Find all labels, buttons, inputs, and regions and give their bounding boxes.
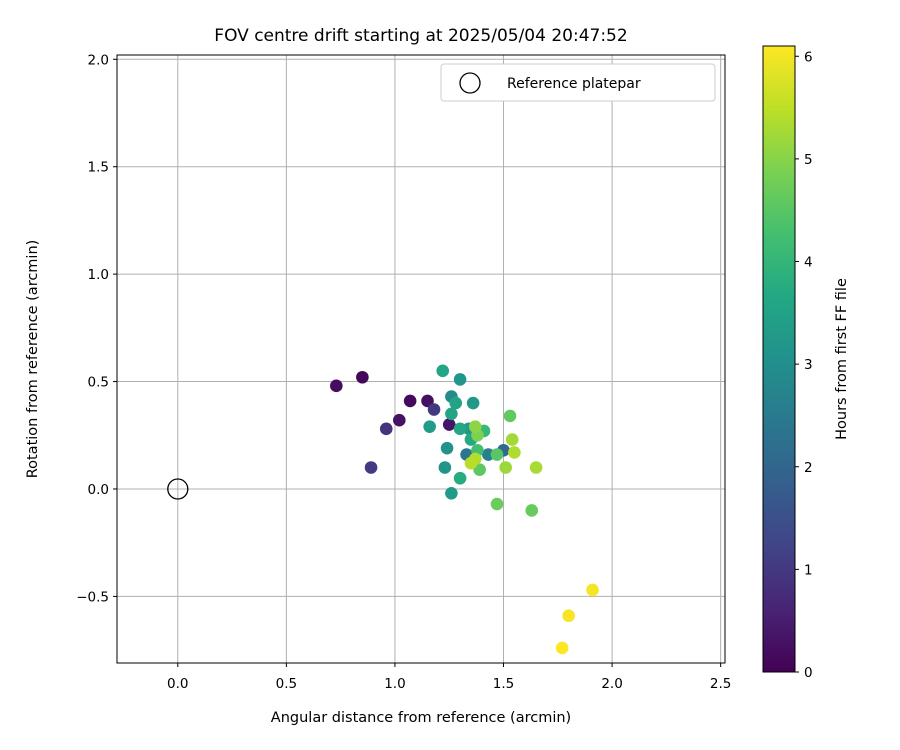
scatter-point: [392, 413, 406, 427]
grid-lines: [117, 55, 725, 663]
x-tick-label: 1.5: [493, 676, 514, 692]
scatter-point: [464, 456, 478, 470]
y-tick-label: 2.0: [88, 52, 109, 68]
scatter-point: [505, 433, 519, 446]
colorbar-tick-label: 5: [804, 152, 813, 168]
colorbar-tick-label: 3: [804, 357, 813, 373]
x-tick-label: 0.0: [167, 676, 188, 692]
plot-frame: [116, 54, 726, 664]
colorbar-tick-label: 1: [804, 562, 813, 578]
scatter-point: [445, 486, 458, 500]
scatter-point: [427, 403, 441, 416]
legend-box: [440, 63, 716, 102]
y-tick-label: 1.5: [88, 160, 109, 176]
scatter-point: [423, 420, 436, 433]
scatter-point: [364, 461, 378, 474]
scatter-point: [438, 461, 452, 474]
x-tick-label: 2.5: [710, 676, 731, 692]
scatter-point: [586, 583, 599, 597]
scatter-point: [482, 448, 495, 461]
colorbar-ticks: 0 1 2 3 4 5 6: [795, 49, 813, 681]
scatter-point: [403, 394, 417, 408]
scatter-point: [330, 379, 343, 393]
scatter-points: [330, 364, 599, 655]
colorbar-tick-label: 2: [804, 460, 813, 476]
colorbar-tick-label: 0: [804, 665, 813, 681]
scatter-point: [499, 461, 512, 474]
scatter-point: [453, 422, 467, 436]
scatter-point: [490, 448, 504, 461]
scatter-point: [453, 471, 467, 485]
scatter-point: [555, 641, 569, 655]
scatter-point: [473, 463, 486, 476]
scatter-point: [468, 420, 482, 433]
x-axis-ticks: 0.0 0.5 1.0 1.5 2.0 2.5: [167, 663, 731, 692]
y-axis-ticks: −0.5 0.0 0.5 1.0 1.5 2.0: [76, 52, 117, 605]
scatter-point: [490, 497, 504, 511]
x-tick-label: 1.0: [384, 676, 405, 692]
y-tick-label: 0.5: [88, 375, 109, 391]
scatter-point: [466, 396, 480, 410]
x-tick-label: 0.5: [276, 676, 297, 692]
y-axis-label: Rotation from reference (arcmin): [25, 240, 41, 479]
scatter-point: [503, 409, 517, 423]
y-tick-label: 1.0: [88, 267, 109, 283]
colorbar: 0 1 2 3 4 5 6 Hours from first FF file: [762, 45, 850, 681]
reference-point-marker: [167, 478, 189, 500]
chart-title: FOV centre drift starting at 2025/05/04 …: [214, 26, 627, 46]
scatter-point: [442, 418, 456, 431]
y-tick-label: −0.5: [76, 589, 109, 605]
colorbar-label: Hours from first FF file: [834, 278, 850, 440]
x-tick-label: 2.0: [601, 676, 622, 692]
y-tick-label: 0.0: [88, 482, 109, 498]
scatter-point: [356, 370, 369, 384]
scatter-point: [562, 609, 575, 623]
scatter-point: [529, 461, 543, 474]
scatter-point: [440, 441, 454, 455]
scatter-point: [436, 364, 450, 378]
legend-label: Reference platepar: [507, 76, 641, 92]
legend: Reference platepar: [440, 63, 716, 102]
colorbar-gradient: [762, 45, 796, 673]
x-axis-label: Angular distance from reference (arcmin): [271, 710, 571, 726]
scatter-point: [379, 422, 393, 436]
scatter-point: [445, 407, 458, 421]
scatter-point: [525, 504, 539, 517]
scatter-point: [508, 446, 521, 459]
colorbar-tick-label: 6: [804, 49, 813, 65]
scatter-point: [421, 394, 434, 408]
scatter-point: [449, 396, 463, 410]
legend-marker-icon: [459, 72, 481, 94]
scatter-point: [453, 373, 467, 386]
colorbar-tick-label: 4: [804, 255, 813, 271]
